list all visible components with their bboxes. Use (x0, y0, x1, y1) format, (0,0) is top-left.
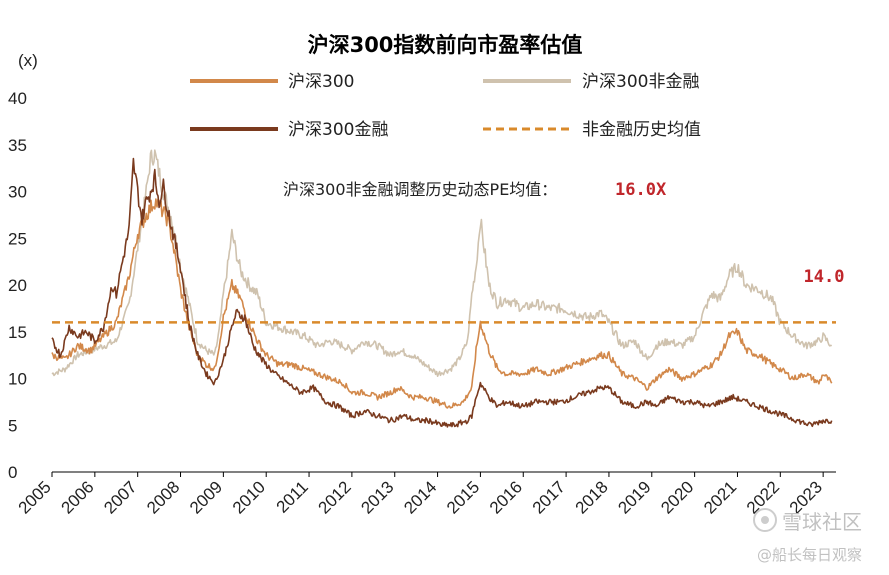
y-tick-label: 35 (8, 136, 27, 155)
y-tick-label: 20 (8, 276, 27, 295)
x-tick-label: 2011 (273, 477, 312, 516)
x-tick-label: 2019 (614, 477, 654, 517)
legend-label-hs300-fin: 沪深300金融 (288, 120, 388, 140)
watermark-author: @船长每日观察 (757, 546, 862, 564)
legend-label-nonfin-mean: 非金融历史均值 (582, 120, 701, 140)
x-tick-label: 2008 (143, 477, 183, 517)
x-tick-label: 2005 (15, 477, 55, 517)
snowball-logo-icon (753, 508, 777, 532)
x-tick-label: 2015 (443, 477, 483, 517)
x-tick-label: 2009 (186, 477, 226, 517)
y-tick-label: 15 (8, 323, 27, 342)
x-tick-label: 2007 (100, 477, 140, 517)
chart-title: 沪深300指数前向市盈率估值 (308, 33, 583, 57)
x-tick-label: 2021 (700, 477, 740, 517)
y-tick-label: 40 (8, 89, 27, 108)
x-tick-label: 2012 (315, 477, 355, 517)
series-line-hs300-fin (51, 157, 833, 428)
y-tick-label: 5 (8, 416, 17, 435)
annotation-text: 沪深300非金融调整历史动态PE均值： (283, 180, 557, 199)
x-tick-label: 2013 (357, 477, 397, 517)
plot-area (51, 149, 836, 428)
y-axis-unit: (x) (18, 51, 38, 70)
x-ticks: 2005 2006 2007 2008 2009 2010 2011 2012 2013 2014… (15, 472, 826, 518)
y-tick-label: 30 (8, 183, 27, 202)
x-tick-label: 2010 (229, 477, 269, 517)
y-tick-label: 25 (8, 229, 27, 248)
legend: 沪深300 沪深300非金融 沪深300金融 非金融历史均值 (190, 72, 701, 140)
snowball-logo-icon-inner (761, 516, 769, 524)
reference-label: 14.0 (804, 267, 845, 287)
y-ticks: 0 5 10 15 20 25 30 35 40 (8, 89, 27, 482)
x-tick-label: 2006 (57, 477, 97, 517)
y-tick-label: 0 (8, 463, 17, 482)
x-tick-label: 2020 (657, 477, 697, 517)
legend-label-hs300: 沪深300 (288, 72, 354, 92)
series-line-hs300 (51, 198, 833, 409)
legend-label-hs300-nonfin: 沪深300非金融 (582, 72, 699, 92)
watermark: 雪球社区 @船长每日观察 (753, 508, 862, 564)
x-tick-label: 2018 (572, 477, 612, 517)
watermark-brand: 雪球社区 (782, 510, 862, 534)
x-tick-label: 2016 (486, 477, 526, 517)
x-tick-label: 2017 (529, 477, 569, 517)
y-tick-label: 10 (8, 370, 27, 389)
x-tick-label: 2022 (743, 477, 783, 517)
x-tick-label: 2014 (400, 477, 440, 517)
annotation-value: 16.0X (615, 180, 667, 200)
